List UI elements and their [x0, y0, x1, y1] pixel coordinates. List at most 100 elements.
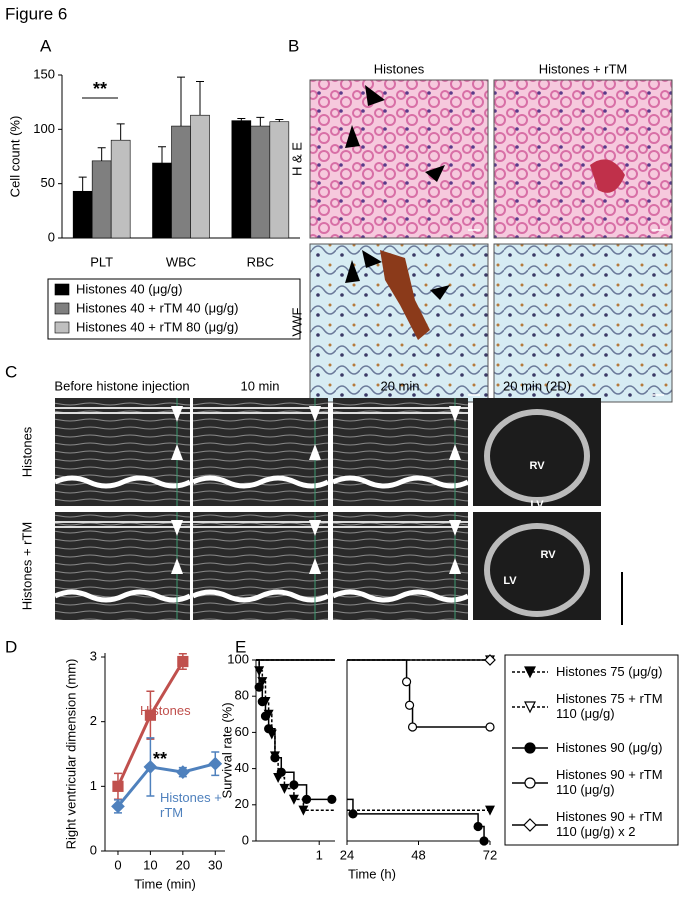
legend-label: Histones 90 (μg/g)	[556, 740, 663, 755]
x-tick-label: 48	[411, 847, 425, 862]
echo-wall	[333, 521, 468, 528]
marker	[208, 756, 223, 771]
y-tick-label: 60	[235, 724, 249, 739]
x-tick-label: PLT	[90, 254, 113, 269]
echo-image	[333, 398, 468, 506]
echo-wall	[193, 521, 328, 528]
error-bar	[177, 76, 185, 127]
x-tick-label: 0	[114, 857, 121, 872]
x-tick-label: 24	[340, 847, 354, 862]
scale-bars	[468, 229, 664, 396]
marker	[288, 794, 299, 805]
echo-wall	[53, 475, 192, 489]
echo-wall	[191, 589, 330, 603]
y-tick-label: 80	[235, 688, 249, 703]
bar	[171, 125, 191, 239]
chamber-label: LV	[530, 499, 544, 511]
survival-curve	[256, 659, 490, 728]
marker	[407, 722, 418, 732]
marker	[289, 780, 299, 790]
y-tick-label: 0	[48, 229, 55, 244]
series-label: Histones	[140, 703, 191, 718]
arrowhead	[449, 406, 461, 422]
marker	[276, 767, 286, 777]
panel-label: D	[5, 637, 17, 656]
marker	[112, 780, 124, 792]
marker	[254, 682, 264, 692]
marker	[485, 805, 495, 816]
row-label: VWF	[289, 308, 304, 337]
y-tick-label: 20	[235, 796, 249, 811]
x-tick-label: 10	[143, 857, 157, 872]
series-label-box: Histones + rTM	[160, 790, 222, 820]
arrowhead	[171, 444, 183, 460]
legend-marker	[523, 818, 537, 832]
echo-image	[473, 512, 601, 620]
legend-marker	[524, 742, 536, 754]
marker	[144, 709, 157, 721]
column-label: Histones	[374, 61, 425, 76]
marker	[401, 677, 412, 687]
stained-region	[380, 250, 430, 340]
legend-box	[504, 654, 679, 846]
error-bar	[158, 146, 166, 164]
panel-label: E	[235, 637, 246, 656]
bar	[231, 120, 252, 239]
error-bar	[196, 81, 204, 116]
panel-label: C	[5, 362, 17, 381]
arrowhead	[171, 406, 183, 422]
marker	[327, 794, 337, 804]
marker	[279, 783, 290, 794]
column-label: 10 min	[240, 378, 279, 393]
echo-images	[53, 398, 601, 620]
y-axis-label: Cell count (%)	[7, 116, 22, 198]
error-bar	[237, 117, 246, 121]
arrowheads	[345, 85, 450, 300]
legend-swatch	[54, 302, 70, 315]
arrowhead	[309, 406, 321, 422]
marker	[348, 809, 358, 819]
marker	[264, 724, 274, 734]
y-axis-label: Right ventricular dimension (mm)	[63, 659, 78, 850]
bar	[110, 139, 131, 239]
x-tick-label: 72	[483, 847, 497, 862]
marker	[484, 654, 496, 666]
marker	[257, 677, 268, 688]
column-label: 20 min	[380, 378, 419, 393]
echo-wall	[333, 407, 468, 414]
micrograph	[309, 79, 489, 239]
y-tick-label: 100	[227, 651, 249, 666]
survival-curve	[256, 659, 485, 841]
echo-wall	[191, 475, 330, 489]
legend-swatch	[54, 321, 70, 334]
bar	[190, 114, 210, 239]
column-label: Before histone injection	[54, 378, 189, 393]
micrograph	[493, 243, 673, 403]
marker	[485, 722, 495, 732]
x-tick-label: 30	[208, 857, 222, 872]
marker	[177, 655, 189, 668]
marker	[111, 799, 125, 814]
marker	[473, 821, 483, 832]
series-line	[116, 762, 216, 808]
legend-label: Histones 40 (μg/g)	[76, 281, 182, 296]
chamber-label: LV	[503, 575, 517, 587]
y-axis-label: Survival rate (%)	[219, 702, 234, 798]
y-tick-label: 1	[90, 778, 97, 793]
column-label: Histones + rTM	[539, 61, 628, 76]
echo-wall	[55, 521, 190, 528]
marker	[260, 711, 271, 721]
x-tick-label: 1	[316, 847, 323, 862]
echo-wall	[193, 407, 328, 414]
echo-heart	[484, 523, 590, 617]
y-tick-label: 50	[41, 175, 55, 190]
y-tick-label: 150	[33, 66, 55, 81]
error-bar	[275, 119, 284, 122]
marker	[143, 760, 158, 774]
marker	[404, 700, 415, 710]
y-tick-label: 40	[235, 760, 249, 775]
echo-wall	[55, 407, 190, 414]
error-bar	[97, 147, 106, 161]
micrograph	[493, 79, 673, 239]
